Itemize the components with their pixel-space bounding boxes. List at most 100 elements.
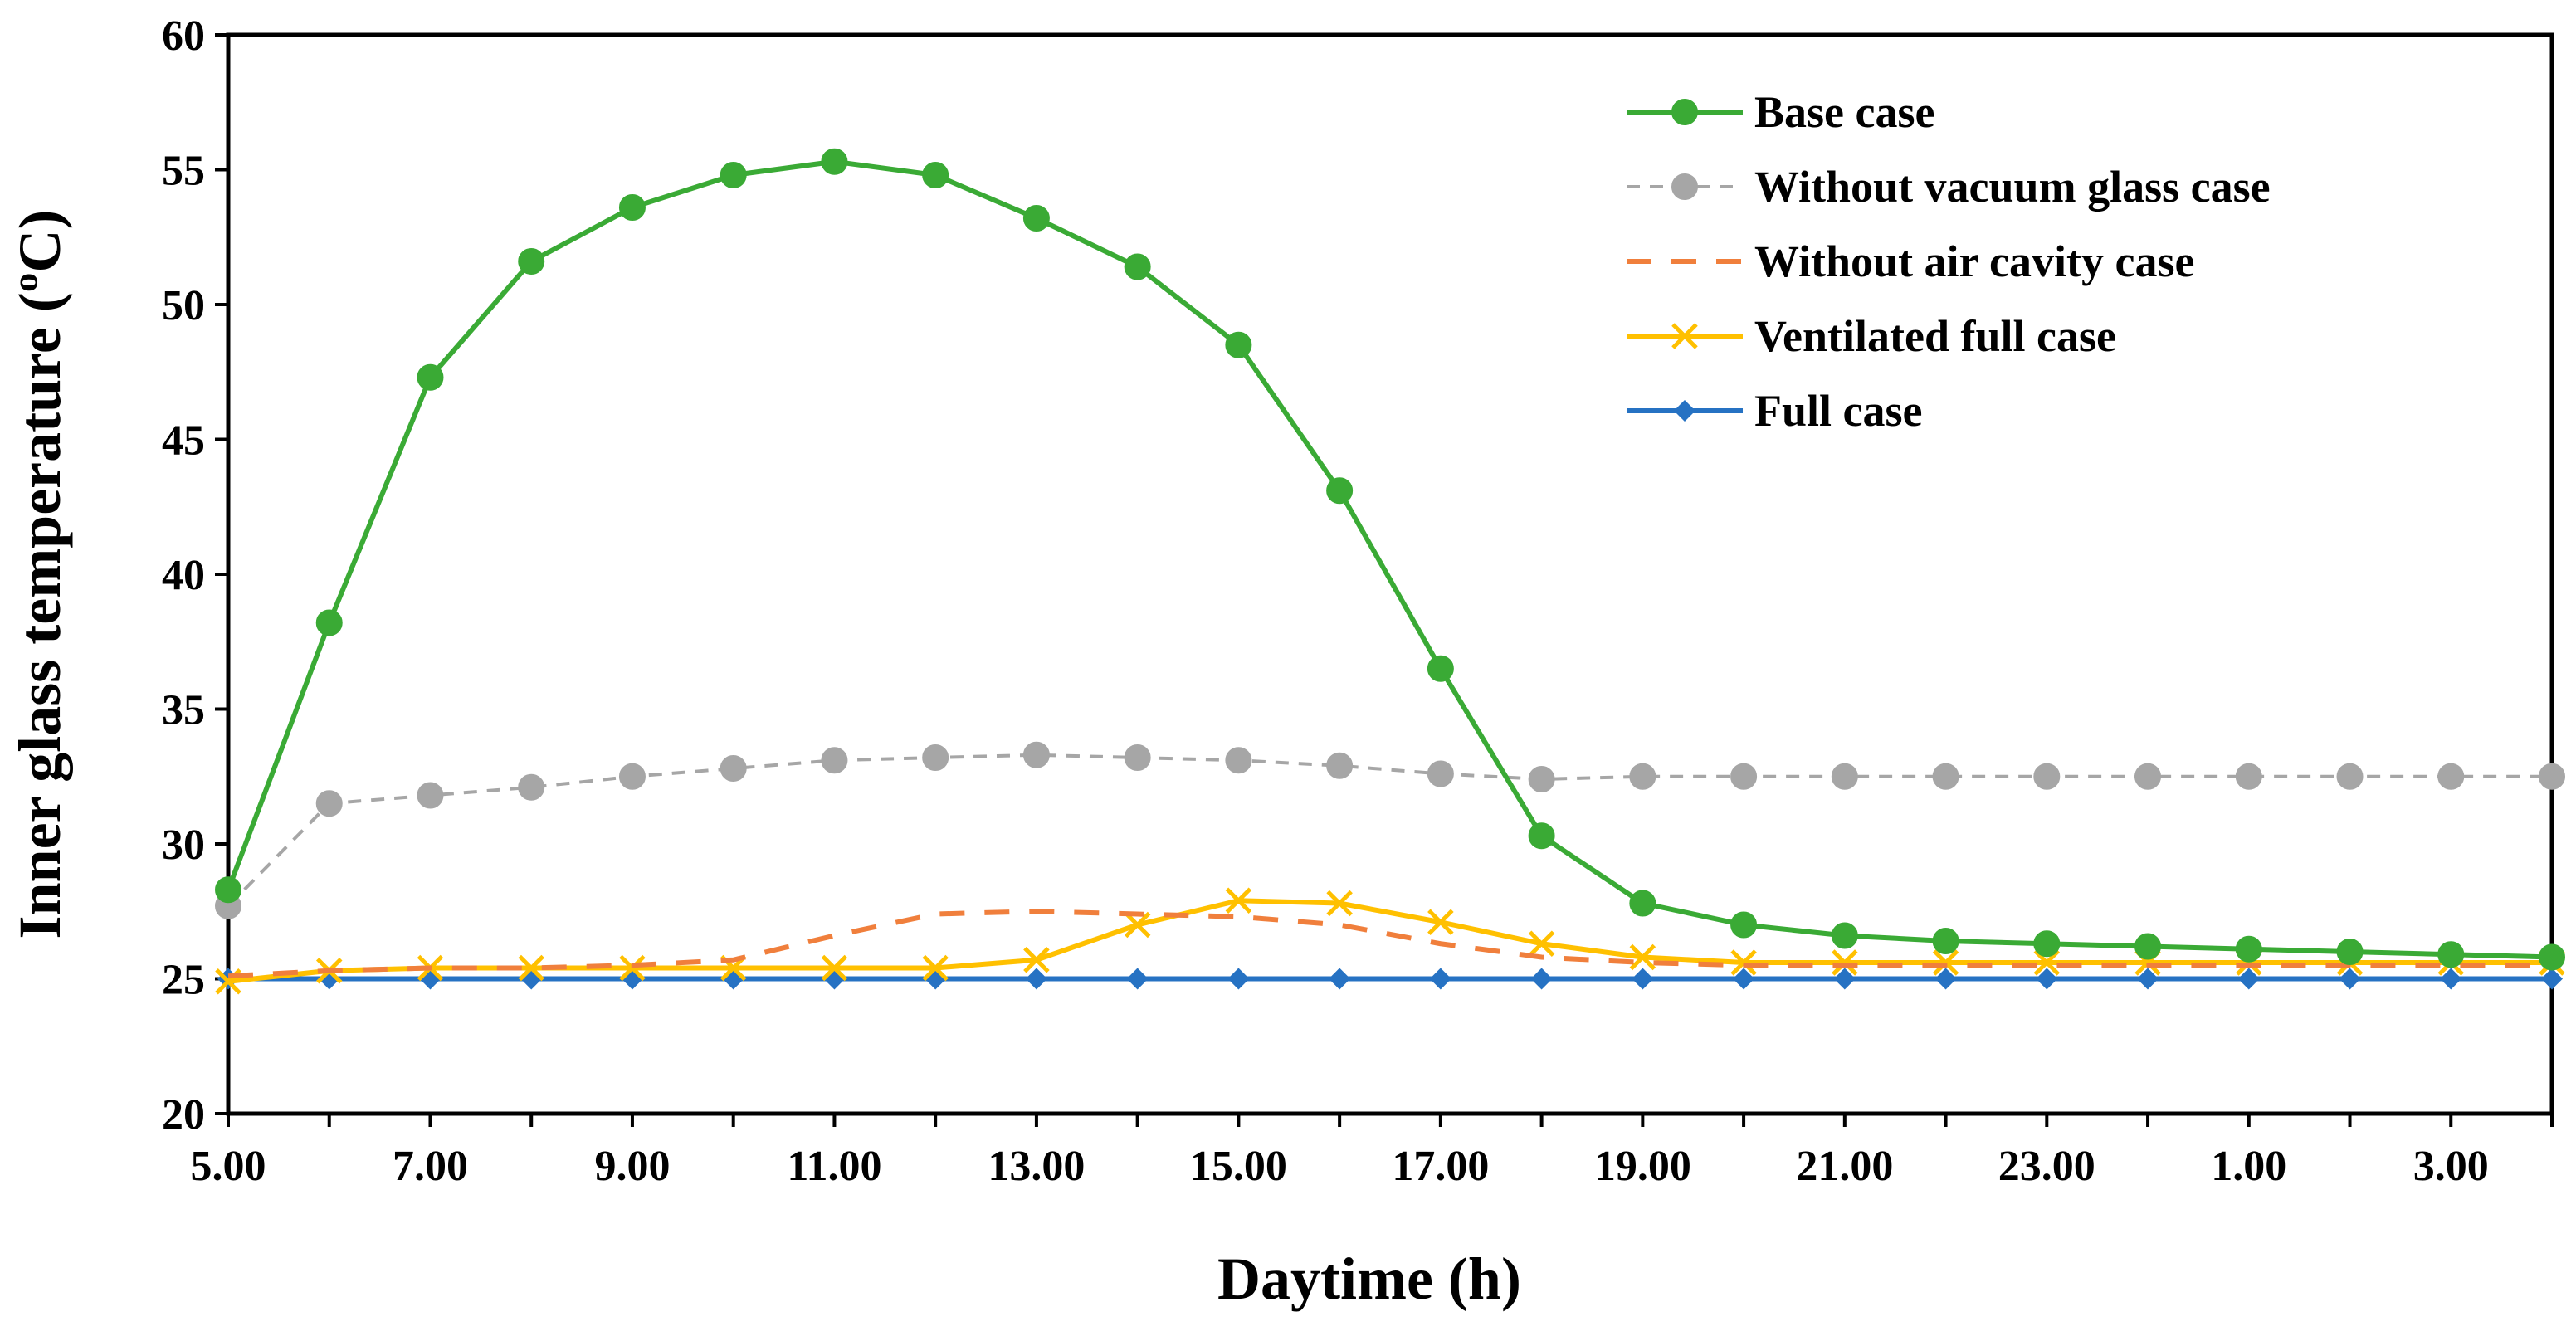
- data-point: [1429, 968, 1451, 990]
- data-point: [315, 609, 343, 636]
- x-tick-label: 11.00: [787, 1143, 881, 1190]
- y-tick-label: 25: [162, 957, 205, 1004]
- x-tick-label: 7.00: [393, 1143, 468, 1190]
- legend-label: Base case: [1754, 87, 1934, 137]
- series-2: [227, 909, 2552, 979]
- data-point: [215, 876, 242, 904]
- series-0: [215, 148, 2565, 971]
- series-line: [226, 158, 2553, 960]
- x-tick-label: 17.00: [1392, 1143, 1489, 1190]
- data-point: [922, 954, 949, 982]
- x-tick-label: 23.00: [1998, 1143, 2095, 1190]
- data-point: [1124, 744, 1151, 771]
- data-point: [1932, 763, 1959, 790]
- series-line: [227, 753, 2552, 908]
- data-point: [1530, 968, 1553, 990]
- y-tick-label: 40: [162, 552, 205, 599]
- y-tick-label: 30: [162, 822, 205, 869]
- data-point: [1326, 890, 1353, 917]
- x-tick-label: 5.00: [191, 1143, 266, 1190]
- data-point: [1022, 741, 1050, 768]
- data-point: [1932, 928, 1959, 954]
- data-point: [1730, 949, 1757, 976]
- data-point: [821, 747, 848, 774]
- y-axis-ticks: 20 25 30 35 40 45 50 55 60: [162, 12, 228, 1139]
- data-point: [2437, 941, 2465, 968]
- data-point: [1730, 911, 1758, 939]
- legend-item: Without vacuum glass case: [1627, 162, 2271, 212]
- data-point: [618, 194, 646, 221]
- x-tick-label: 13.00: [988, 1143, 1085, 1190]
- data-point: [2541, 968, 2563, 990]
- data-point: [1831, 763, 1858, 790]
- y-tick-label: 45: [162, 417, 205, 465]
- legend-marker: [1671, 99, 1698, 125]
- legend-item: Without air cavity case: [1627, 236, 2194, 286]
- data-point: [1629, 763, 1656, 790]
- data-point: [1225, 331, 1252, 358]
- data-point: [2437, 763, 2465, 790]
- data-point: [1329, 968, 1351, 990]
- data-point: [1632, 968, 1654, 990]
- series-1: [215, 741, 2565, 919]
- y-tick-label: 20: [162, 1091, 205, 1139]
- data-point: [2235, 763, 2262, 790]
- data-point: [619, 954, 646, 982]
- data-point: [2339, 968, 2361, 990]
- data-point: [417, 363, 444, 391]
- data-point: [1126, 968, 1149, 990]
- data-point: [720, 162, 747, 188]
- data-point: [2235, 935, 2262, 963]
- data-point: [821, 954, 848, 982]
- data-point: [1730, 763, 1758, 790]
- data-point: [1528, 822, 1555, 850]
- series-line: [227, 909, 2552, 979]
- series-layer: [215, 148, 2565, 995]
- y-tick-label: 35: [162, 687, 205, 734]
- x-tick-label: 3.00: [2413, 1143, 2489, 1190]
- data-point: [2134, 933, 2162, 960]
- x-axis-ticks: 5.00 7.00 9.00 11.00 13.00 15.00 17.00 19.00 21.…: [191, 1114, 2554, 1190]
- data-point: [2237, 968, 2260, 990]
- data-point: [1934, 968, 1957, 990]
- data-point: [720, 755, 747, 782]
- data-point: [417, 782, 444, 809]
- data-point: [1124, 253, 1151, 280]
- y-tick-label: 60: [162, 12, 205, 60]
- data-point: [1528, 930, 1555, 958]
- data-point: [2036, 968, 2058, 990]
- legend-label: Without vacuum glass case: [1754, 162, 2271, 212]
- data-point: [2033, 930, 2061, 958]
- x-tick-label: 9.00: [594, 1143, 670, 1190]
- data-point: [2033, 949, 2061, 976]
- x-tick-label: 21.00: [1796, 1143, 1893, 1190]
- data-point: [2539, 943, 2565, 971]
- data-point: [1022, 205, 1050, 232]
- data-point: [1124, 911, 1151, 939]
- data-point: [1833, 968, 1856, 990]
- data-point: [1629, 890, 1656, 917]
- legend-label: Ventilated full case: [1754, 311, 2116, 361]
- data-point: [518, 954, 544, 982]
- y-tick-label: 55: [162, 148, 205, 195]
- data-point: [1025, 968, 1047, 990]
- legend-item: Base case: [1627, 87, 1934, 137]
- series-line: [227, 898, 2552, 984]
- x-tick-label: 1.00: [2211, 1143, 2286, 1190]
- data-point: [518, 248, 545, 275]
- data-point: [315, 790, 343, 817]
- data-point: [1733, 968, 1755, 990]
- data-point: [1023, 946, 1050, 973]
- legend-marker: [1671, 173, 1698, 200]
- legend-item: Ventilated full case: [1627, 311, 2116, 361]
- x-tick-label: 19.00: [1594, 1143, 1691, 1190]
- data-point: [618, 763, 646, 790]
- data-point: [1427, 909, 1454, 936]
- legend-item: Full case: [1627, 386, 1922, 436]
- data-point: [518, 773, 545, 801]
- data-point: [2539, 763, 2565, 790]
- data-point: [1225, 747, 1252, 774]
- data-point: [2033, 763, 2061, 790]
- data-point: [922, 744, 949, 771]
